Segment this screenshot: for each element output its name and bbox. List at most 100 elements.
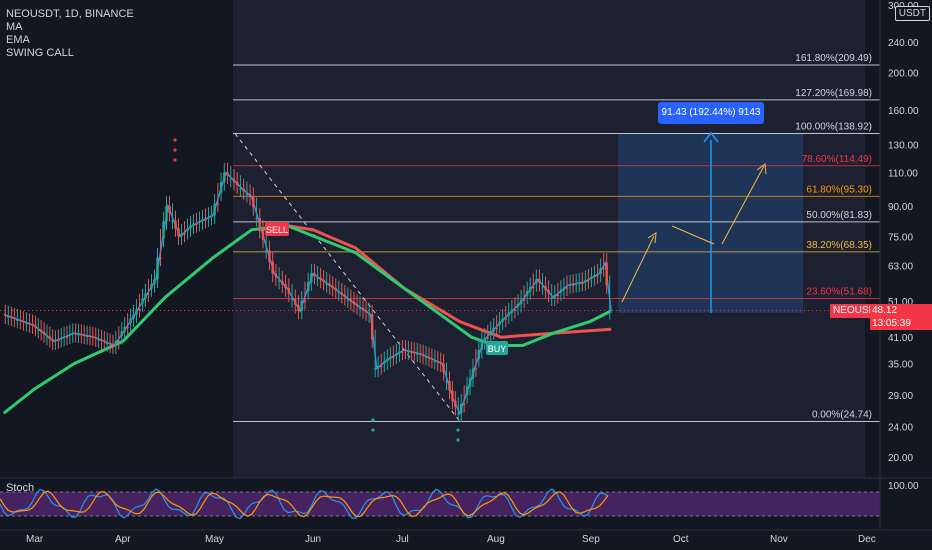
candle-body <box>144 293 147 299</box>
candle-body <box>258 218 261 230</box>
candle-body <box>204 219 207 221</box>
candle-body <box>60 337 63 339</box>
currency-badge[interactable]: USDT <box>894 6 930 21</box>
candle-body <box>77 334 80 336</box>
candle-body <box>22 320 25 323</box>
candle-body <box>433 360 437 362</box>
candle-body <box>57 340 60 342</box>
candle-body <box>337 292 340 294</box>
candle-body <box>492 327 495 332</box>
candle-body <box>498 321 501 325</box>
candle-body <box>310 273 313 283</box>
candle-body <box>532 287 535 289</box>
candle-body <box>45 336 49 338</box>
candle-body <box>94 337 97 339</box>
candle-body <box>132 314 135 319</box>
y-tick-label: 130.00 <box>888 141 919 152</box>
candle-body <box>430 358 434 360</box>
candle-body <box>401 351 404 353</box>
candle-body <box>300 300 303 311</box>
candle-body <box>568 284 572 286</box>
candle-body <box>28 323 31 325</box>
candle-body <box>294 299 297 305</box>
candle-body <box>126 327 129 329</box>
candle-body <box>97 339 100 341</box>
candle-body <box>448 381 451 391</box>
candle-body <box>34 325 37 328</box>
candle-body <box>31 324 34 326</box>
candle-body <box>331 286 334 289</box>
candle-body <box>510 309 514 313</box>
candle-body <box>328 283 331 287</box>
candle-body <box>581 282 584 284</box>
candle-body <box>457 413 460 415</box>
candle-body <box>91 336 95 338</box>
candle-body <box>553 294 556 298</box>
candle-body <box>100 339 103 341</box>
projection-label[interactable]: 91.43 (192.44%) 9143 <box>658 102 764 124</box>
candle-body <box>147 293 150 295</box>
candle-body <box>65 336 69 338</box>
candle-body <box>559 289 563 293</box>
candle-body <box>177 228 180 237</box>
candle-body <box>156 257 159 280</box>
candle-body <box>319 277 322 280</box>
symbol-title[interactable]: NEOUSDT, 1D, BINANCE <box>6 8 134 20</box>
candle-body <box>504 318 507 320</box>
candle-body <box>398 351 401 354</box>
candle-body <box>13 317 16 319</box>
candle-body <box>153 279 156 284</box>
candle-body <box>392 357 395 359</box>
y-tick-label: 63.00 <box>888 261 913 272</box>
candle-body <box>460 403 463 414</box>
candle-body <box>83 334 86 336</box>
path-arrow-3-head <box>756 163 767 175</box>
bar-countdown: 13:05:39 <box>870 318 932 330</box>
candle-body <box>565 287 569 289</box>
indicator-swing-call[interactable]: SWING CALL <box>6 47 74 59</box>
candle-body <box>195 224 198 226</box>
candle-body <box>468 378 472 387</box>
candle-body <box>135 308 138 315</box>
candle-body <box>346 299 350 301</box>
x-tick-label: Apr <box>115 534 131 545</box>
candle-body <box>141 298 144 304</box>
candle-body <box>114 340 118 346</box>
candle-body <box>186 228 189 231</box>
candle-body <box>106 343 109 345</box>
sell-signal <box>265 222 289 236</box>
path-arrow-2 <box>671 225 715 245</box>
candle-body <box>355 304 359 307</box>
candle-body <box>25 323 28 325</box>
candle-body <box>271 261 274 274</box>
candle-body <box>171 220 174 222</box>
candle-body <box>358 308 362 310</box>
candle-body <box>439 362 442 364</box>
candle-body <box>525 291 529 296</box>
candle-body <box>349 299 353 302</box>
candle-body <box>138 308 141 310</box>
candle-body <box>538 279 541 283</box>
candle-body <box>418 353 422 355</box>
candle-body <box>268 250 271 262</box>
candle-body <box>519 299 523 305</box>
candle-body <box>48 336 51 339</box>
candle-body <box>395 353 398 356</box>
indicator-ema[interactable]: EMA <box>6 34 30 46</box>
stoch-indicator-label[interactable]: Stoch <box>6 482 35 494</box>
candle-body <box>313 273 316 276</box>
candle-body <box>162 221 165 239</box>
indicator-ma[interactable]: MA <box>6 21 23 33</box>
candle-body <box>364 310 368 313</box>
candle-body <box>207 216 210 219</box>
candle-body <box>183 233 186 235</box>
candle-body <box>108 343 112 345</box>
path-arrow-1-head <box>647 232 657 244</box>
x-tick-label: Sep <box>582 534 600 545</box>
candle-body <box>51 338 54 342</box>
path-arrow-3 <box>721 165 765 245</box>
candle-body <box>389 357 392 359</box>
candle-body <box>571 284 575 286</box>
candle-body <box>501 318 504 322</box>
